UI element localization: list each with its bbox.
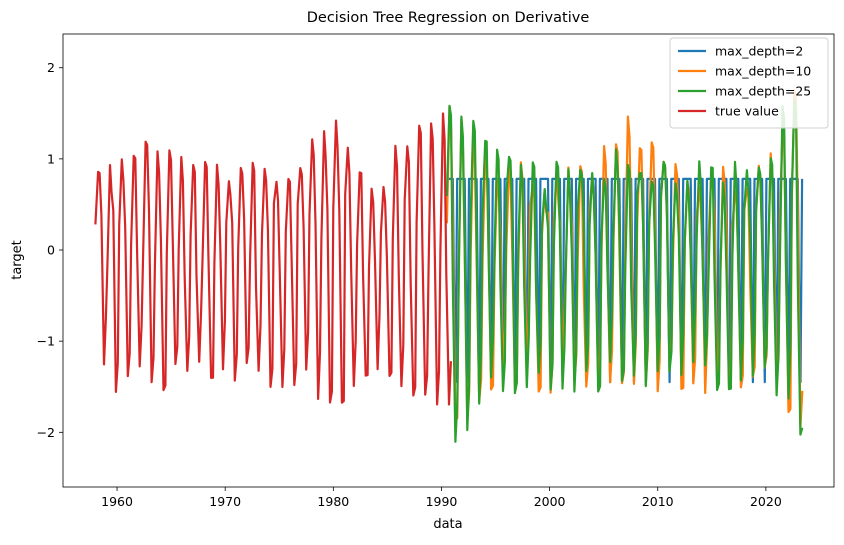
y-tick-label: 2 bbox=[47, 60, 55, 75]
x-tick-label: 2000 bbox=[534, 494, 566, 509]
legend-entry: max_depth=10 bbox=[715, 64, 811, 79]
legend-entry: true value bbox=[715, 104, 779, 119]
legend: max_depth=2 max_depth=10 max_depth=25true … bbox=[669, 37, 829, 129]
legend-entry: max_depth=2 bbox=[715, 44, 803, 59]
legend-frame bbox=[669, 37, 829, 129]
x-tick-label: 1980 bbox=[317, 494, 349, 509]
series-line-2 bbox=[445, 98, 804, 443]
y-tick-label: 0 bbox=[47, 243, 55, 258]
x-tick-label: 2010 bbox=[642, 494, 674, 509]
series-line-0 bbox=[446, 177, 804, 384]
y-tick-label: −1 bbox=[37, 334, 55, 349]
y-axis: −2 −1 0 1 2 bbox=[37, 60, 63, 440]
plot-area-frame bbox=[62, 33, 835, 488]
plot-series bbox=[94, 88, 804, 443]
y-tick-label: −2 bbox=[37, 425, 55, 440]
chart-title: Decision Tree Regression on Derivative bbox=[307, 10, 590, 26]
x-tick-label: 1990 bbox=[426, 494, 458, 509]
x-tick-label: 1970 bbox=[209, 494, 241, 509]
series-line-3 bbox=[94, 112, 452, 406]
y-axis-label: target bbox=[10, 240, 25, 280]
x-axis-label: data bbox=[433, 517, 462, 532]
x-axis: 1960 1970 1980 1990 2000 2010 2020 bbox=[101, 487, 782, 509]
legend-entry: max_depth=25 bbox=[715, 84, 811, 99]
y-tick-label: 1 bbox=[47, 151, 55, 166]
x-tick-label: 1960 bbox=[101, 494, 133, 509]
x-tick-label: 2020 bbox=[750, 494, 782, 509]
